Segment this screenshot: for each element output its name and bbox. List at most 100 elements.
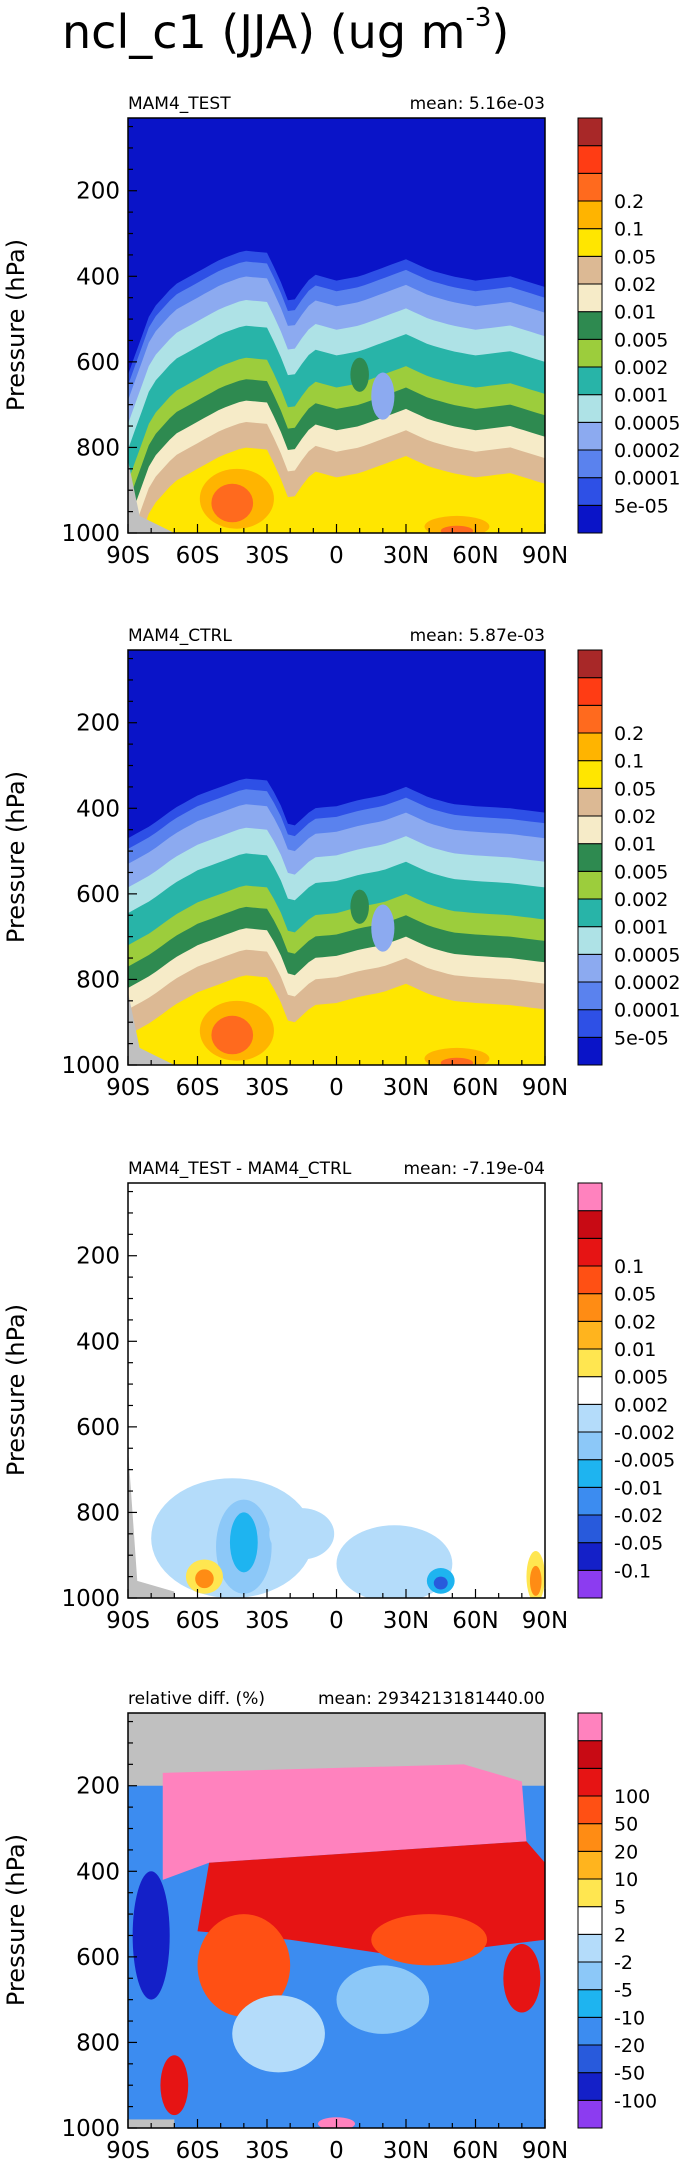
colorbar-swatch (577, 228, 603, 257)
y-tick-label: 1000 (61, 2116, 120, 2142)
colorbar-swatch (577, 117, 603, 147)
colorbar-swatch (577, 172, 603, 202)
contour-band (424, 515, 490, 533)
panel-mean: mean: -7.19e-04 (403, 1159, 545, 1179)
colorbar-label: -0.01 (614, 1477, 663, 1499)
colorbar-label: 0.01 (614, 302, 656, 324)
x-tick-label: 30S (245, 2138, 289, 2164)
colorbar-swatch (577, 255, 603, 285)
colorbar-swatch (577, 283, 603, 313)
colorbar-label: 0.02 (614, 1311, 656, 1333)
figure-title: ncl_c1 (JJA) (ug m-3) (62, 3, 509, 59)
contour-band (229, 1512, 258, 1573)
x-tick-label: 90S (106, 2138, 150, 2164)
contour-band (350, 357, 369, 392)
colorbar-swatch (577, 366, 603, 396)
colorbar-label: -100 (614, 2090, 657, 2112)
y-ticks: 200 400 600 800 1000 (61, 125, 137, 547)
x-tick-label: 60N (452, 1608, 498, 1634)
contour-band (162, 1764, 527, 1880)
colorbar-swatch (577, 1767, 603, 1797)
colorbar-swatch (577, 1569, 603, 1599)
x-tick-label: 60N (452, 2138, 498, 2164)
plot-area (128, 1713, 545, 2128)
plot-area (128, 1183, 545, 1598)
x-ticks: 90S 60S 30S 0 30N 60N 90N (106, 2119, 568, 2164)
colorbar-label: 0.2 (614, 191, 644, 213)
contour-band (440, 525, 474, 533)
colorbar-label: -5 (614, 1980, 633, 2002)
colorbar-swatch (577, 338, 603, 368)
contour-fill (128, 1448, 545, 1598)
plot-area (128, 650, 545, 1065)
x-tick-label: 0 (329, 2138, 344, 2164)
colorbar-swatch (577, 1740, 603, 1769)
y-tick-label: 200 (76, 1244, 120, 1270)
contour-band (195, 1569, 214, 1589)
colorbar-swatch (577, 1906, 603, 1935)
colorbar-swatch (577, 981, 603, 1011)
y-tick-label: 800 (76, 967, 120, 993)
colorbar-swatch (577, 1376, 603, 1405)
colorbar-swatch (577, 843, 603, 872)
colorbar-swatch (577, 815, 603, 845)
colorbar-swatch (577, 1210, 603, 1239)
colorbar-label: -2 (614, 1952, 633, 1974)
x-tick-label: 60N (452, 1075, 498, 1101)
panel-mam4-ctrl: MAM4_CTRL mean: 5.87e-03 Pressure (hPa) … (2, 626, 680, 1101)
x-tick-label: 30S (245, 1608, 289, 1634)
colorbar-label: 0.1 (614, 1256, 644, 1278)
contour-band (371, 1914, 488, 1966)
y-axis-label: Pressure (hPa) (2, 771, 30, 943)
colorbar-label: 100 (614, 1786, 650, 1808)
contour-band (197, 1914, 291, 2017)
contour-band (269, 1508, 335, 1560)
panel-relative-difference: relative diff. (%) mean: 2934213181440.0… (2, 1689, 657, 2164)
contour-fill (128, 778, 545, 1065)
contour-fill (128, 1713, 545, 2128)
x-tick-label: 30N (383, 2138, 429, 2164)
colorbar-label: 0.05 (614, 1284, 656, 1306)
colorbar-label: 0.005 (614, 329, 668, 351)
y-tick-label: 600 (76, 350, 120, 376)
missing-region (128, 460, 175, 533)
colorbar-label: 0.0002 (614, 972, 680, 994)
x-tick-label: 90S (106, 543, 150, 569)
colorbar-label: 5e-05 (614, 495, 669, 517)
x-tick-label: 30N (383, 1608, 429, 1634)
contour-band (433, 1576, 448, 1590)
colorbar-label: 0.005 (614, 1367, 668, 1389)
colorbar-label: 0.01 (614, 834, 656, 856)
colorbar-label: 0.005 (614, 861, 668, 883)
colorbar-swatch (577, 1293, 603, 1322)
y-tick-label: 800 (76, 435, 120, 461)
colorbar-swatch (577, 1514, 603, 1544)
colorbar-label: -0.005 (614, 1450, 675, 1472)
colorbar: 5e-05 0.0001 0.0002 0.0005 0.001 0.002 0.005 0.… (577, 117, 680, 534)
contour-band (336, 1525, 453, 1598)
x-tick-label: 30N (383, 1075, 429, 1101)
panel-mean: mean: 5.87e-03 (410, 626, 545, 646)
y-axis-label: Pressure (hPa) (2, 1834, 30, 2006)
x-tick-label: 90N (522, 543, 568, 569)
colorbar-swatch (577, 145, 603, 174)
y-tick-label: 800 (76, 1500, 120, 1526)
colorbar-swatch (577, 2044, 603, 2074)
colorbar-label: 20 (614, 1841, 638, 1863)
x-ticks: 90S 60S 30S 0 30N 60N 90N (106, 1589, 568, 1634)
colorbar-swatch (577, 1850, 603, 1880)
colorbar-swatch (577, 1265, 603, 1295)
colorbar-swatch (577, 504, 603, 534)
colorbar-label: 0.002 (614, 1394, 668, 1416)
y-tick-label: 600 (76, 1415, 120, 1441)
colorbar-swatch (577, 2016, 603, 2046)
contour-band (424, 1047, 490, 1065)
x-tick-label: 0 (329, 543, 344, 569)
y-tick-label: 600 (76, 882, 120, 908)
colorbar-swatch (577, 1182, 603, 1212)
colorbar-swatch (577, 449, 603, 479)
colorbar-label: 0.02 (614, 806, 656, 828)
panel-title: MAM4_TEST (128, 94, 231, 114)
x-tick-label: 90N (522, 1075, 568, 1101)
x-tick-label: 60S (176, 2138, 220, 2164)
